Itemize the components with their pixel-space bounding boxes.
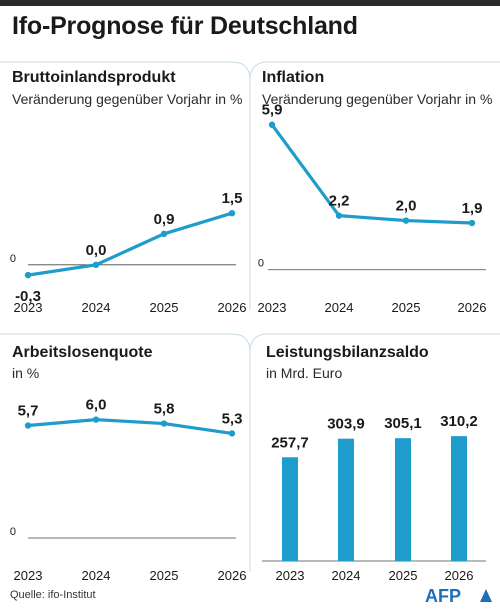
tick-label-bip-2: 2025 [150,300,179,315]
data-point-arbeitslosenquote-1 [92,416,100,423]
chart-subtitle-bip: Veränderung gegenüber Vorjahr in % [12,91,242,107]
data-point-bip-1 [92,261,100,268]
data-point-inflation-3 [468,219,476,227]
chart-title-leistungsbilanzsaldo: Leistungsbilanzsaldo [266,344,429,361]
data-point-arbeitslosenquote-0 [24,422,32,429]
bar-leistungsbilanzsaldo-0 [282,457,298,561]
data-label-bip-3: 1,5 [222,190,243,207]
data-point-inflation-1 [335,212,343,219]
tick-label-bip-1: 2024 [82,300,111,315]
divider-corner-arbeit [0,333,251,353]
data-label-bip-0: -0,3 [15,288,41,305]
afp-logo-icon [480,589,492,602]
chart-title-inflation: Inflation [262,69,324,86]
data-label-inflation-2: 2,0 [396,198,417,215]
bar-leistungsbilanzsaldo-2 [395,438,411,561]
data-label-bip-1: 0,0 [86,242,107,259]
page-title: Ifo-Prognose für Deutschland [12,12,358,40]
bar-leistungsbilanzsaldo-3 [451,436,467,561]
afp-logo: AFP [425,586,461,606]
data-point-inflation-0 [268,121,276,128]
data-point-bip-2 [160,230,168,238]
series-line-arbeitslosenquote [27,418,233,435]
chart-subtitle-inflation: Veränderung gegenüber Vorjahr in % [262,91,492,107]
data-label-leistungsbilanzsaldo-0: 257,7 [271,434,309,451]
tick-label-leistungsbilanzsaldo-1: 2024 [332,568,361,583]
data-point-bip-0 [24,271,32,279]
data-label-leistungsbilanzsaldo-2: 305,1 [384,415,422,432]
data-label-bip-2: 0,9 [154,211,175,228]
data-label-arbeitslosenquote-2: 5,8 [154,401,175,418]
tick-label-inflation-2: 2025 [392,300,421,315]
data-label-arbeitslosenquote-1: 6,0 [86,397,107,414]
tick-label-inflation-3: 2026 [458,300,487,315]
zero-label-inflation: 0 [258,258,264,270]
tick-label-bip-0: 2023 [14,300,43,315]
tick-label-bip-3: 2026 [218,300,247,315]
data-point-arbeitslosenquote-2 [160,420,168,427]
zero-label-bip: 0 [10,253,16,265]
series-line-inflation [270,123,473,225]
data-label-leistungsbilanzsaldo-3: 310,2 [440,413,478,430]
data-point-bip-3 [228,210,236,217]
tick-label-inflation-1: 2024 [325,300,354,315]
data-label-inflation-3: 1,9 [462,200,483,217]
chart-title-arbeitslosenquote: Arbeitslosenquote [12,344,153,361]
tick-label-arbeitslosenquote-2: 2025 [150,568,179,583]
data-label-leistungsbilanzsaldo-1: 303,9 [327,416,365,433]
tick-label-leistungsbilanzsaldo-0: 2023 [276,568,305,583]
source-note: Quelle: ifo-Institut [10,589,96,601]
chart-subtitle-leistungsbilanzsaldo: in Mrd. Euro [266,365,342,381]
data-point-inflation-2 [402,217,410,224]
zero-label-arbeitslosenquote: 0 [10,526,16,538]
tick-label-arbeitslosenquote-3: 2026 [218,568,247,583]
data-label-inflation-1: 2,2 [329,193,350,210]
chart-title-bip: Bruttoinlandsprodukt [12,69,176,86]
top-bar [0,0,500,6]
data-label-inflation-0: 5,9 [262,102,283,119]
chart-subtitle-arbeitslosenquote: in % [12,365,39,381]
tick-label-leistungsbilanzsaldo-2: 2025 [389,568,418,583]
data-label-arbeitslosenquote-0: 5,7 [18,403,39,420]
divider-corner-bip [0,61,251,81]
data-label-arbeitslosenquote-3: 5,3 [222,410,243,427]
tick-label-inflation-0: 2023 [258,300,287,315]
tick-label-arbeitslosenquote-1: 2024 [82,568,111,583]
tick-label-leistungsbilanzsaldo-3: 2026 [445,568,474,583]
bar-leistungsbilanzsaldo-1 [338,438,354,561]
tick-label-arbeitslosenquote-0: 2023 [14,568,43,583]
series-line-bip [27,211,233,277]
data-point-arbeitslosenquote-3 [228,430,236,437]
